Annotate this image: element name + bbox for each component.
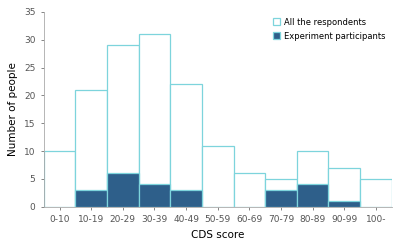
X-axis label: CDS score: CDS score (191, 230, 244, 240)
Bar (297, 151, 328, 207)
Bar (265, 190, 297, 207)
Bar (107, 45, 139, 207)
Bar (170, 190, 202, 207)
Bar (360, 179, 392, 207)
Legend: All the respondents, Experiment participants: All the respondents, Experiment particip… (271, 16, 388, 42)
Bar (297, 185, 328, 207)
Bar (139, 185, 170, 207)
Bar (170, 84, 202, 207)
Bar (139, 34, 170, 207)
Bar (202, 146, 234, 207)
Bar (75, 90, 107, 207)
Bar (234, 173, 265, 207)
Bar (328, 201, 360, 207)
Bar (107, 173, 139, 207)
Y-axis label: Number of people: Number of people (8, 62, 18, 156)
Bar (75, 190, 107, 207)
Bar (328, 168, 360, 207)
Bar (44, 151, 75, 207)
Bar (265, 179, 297, 207)
